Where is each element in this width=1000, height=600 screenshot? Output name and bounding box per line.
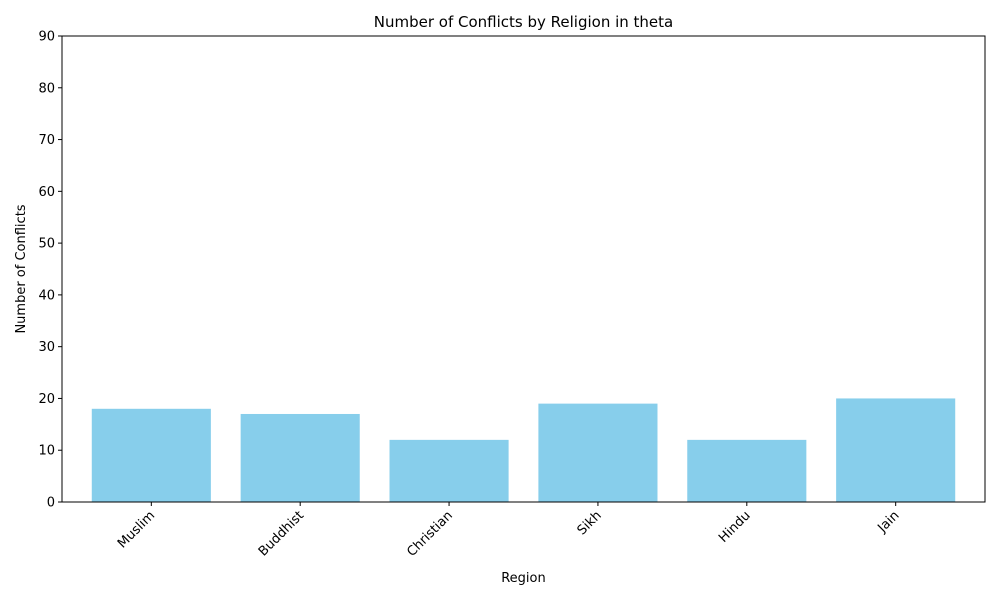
- bar-muslim: [91, 408, 211, 502]
- bars-layer: [91, 398, 956, 502]
- y-tick-label: 60: [38, 185, 55, 200]
- plot-frame: [61, 35, 986, 503]
- x-tick-label: Jain: [874, 508, 902, 536]
- bar-buddhist: [240, 413, 360, 502]
- y-tick-label: 80: [38, 81, 55, 96]
- y-axis-ticks: 0 10 20 30 40 50 60 70 80 90: [38, 30, 62, 511]
- bar-sikh: [538, 403, 658, 502]
- x-tick-label: Sikh: [575, 508, 605, 538]
- bar-christian: [389, 439, 509, 502]
- y-tick-label: 30: [38, 340, 55, 355]
- y-axis-label: Number of Conflicts: [14, 204, 29, 333]
- y-tick-label: 0: [47, 496, 55, 511]
- y-tick-label: 90: [38, 30, 55, 45]
- bar-jain: [836, 398, 956, 502]
- chart-title: Number of Conflicts by Religion in theta: [374, 13, 674, 31]
- x-axis-ticks: Muslim Buddhist Christian Sikh Hindu Jain: [115, 502, 903, 560]
- x-tick-label: Buddhist: [256, 508, 307, 559]
- y-tick-label: 50: [38, 237, 55, 252]
- x-tick-label: Christian: [404, 508, 456, 560]
- y-tick-label: 40: [38, 288, 55, 303]
- y-tick-label: 20: [38, 392, 55, 407]
- x-axis-label: Region: [501, 571, 546, 586]
- x-tick-label: Hindu: [716, 508, 754, 546]
- x-tick-label: Muslim: [115, 508, 158, 551]
- y-tick-label: 10: [38, 444, 55, 459]
- y-tick-label: 70: [38, 133, 55, 148]
- bar-hindu: [687, 439, 807, 502]
